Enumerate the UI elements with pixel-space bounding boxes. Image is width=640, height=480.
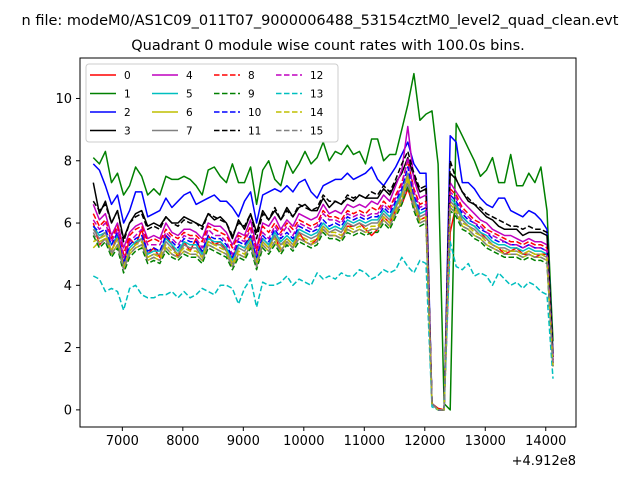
series-line-13 <box>92 240 554 411</box>
y-tick-label: 8 <box>64 154 72 169</box>
legend-label-14: 14 <box>310 107 324 119</box>
x-tick-label: 11000 <box>344 434 385 449</box>
y-tick-label: 4 <box>64 279 72 294</box>
series-line-10 <box>92 166 554 411</box>
legend-label-13: 13 <box>310 89 323 101</box>
legend-label-12: 12 <box>310 70 323 82</box>
legend-label-1: 1 <box>124 89 131 101</box>
x-tick-label: 12000 <box>404 434 445 449</box>
legend-label-6: 6 <box>186 107 193 119</box>
x-tick-label: 9000 <box>227 434 260 449</box>
y-axis: 0 2 4 6 8 10 <box>55 92 80 418</box>
legend-label-0: 0 <box>124 70 131 82</box>
x-axis-offset-label: +4.912e8 <box>512 454 576 469</box>
x-tick-label: 13000 <box>465 434 506 449</box>
legend-label-11: 11 <box>248 126 261 138</box>
legend-label-2: 2 <box>124 107 131 119</box>
y-tick-label: 10 <box>55 92 72 107</box>
axes-frame <box>79 57 577 428</box>
legend-label-4: 4 <box>186 70 193 82</box>
series-line-12 <box>92 156 554 411</box>
y-tick-label: 6 <box>64 217 72 232</box>
series-line-11 <box>92 150 554 411</box>
legend-label-10: 10 <box>248 107 261 119</box>
legend-box <box>85 63 339 143</box>
x-axis: 7000 8000 9000 10000 11000 12000 13000 14000 <box>106 427 566 449</box>
y-tick-label: 2 <box>64 341 72 356</box>
x-tick-label: 7000 <box>106 434 139 449</box>
series-line-4 <box>92 125 554 411</box>
legend-label-3: 3 <box>124 126 131 138</box>
series-line-5 <box>92 172 554 411</box>
series-line-8 <box>92 160 554 411</box>
legend-label-8: 8 <box>248 70 255 82</box>
series-line-15 <box>92 181 554 411</box>
chart-title: Quadrant 0 module wise count rates with … <box>131 38 525 54</box>
legend-label-9: 9 <box>248 89 255 101</box>
series-line-14 <box>92 175 554 411</box>
x-tick-label: 10000 <box>283 434 324 449</box>
x-tick-label: 14000 <box>525 434 566 449</box>
series-line-9 <box>92 184 554 411</box>
y-tick-label: 0 <box>64 403 72 418</box>
figure-suptitle: n file: modeM0/AS1C09_011T07_9000006488_… <box>22 13 619 29</box>
series-line-2 <box>92 135 554 411</box>
legend-label-15: 15 <box>310 126 323 138</box>
plot-area <box>92 72 554 411</box>
series-line-7 <box>92 172 554 411</box>
legend-label-7: 7 <box>186 126 193 138</box>
x-tick-label: 8000 <box>166 434 199 449</box>
legend-label-5: 5 <box>186 89 193 101</box>
